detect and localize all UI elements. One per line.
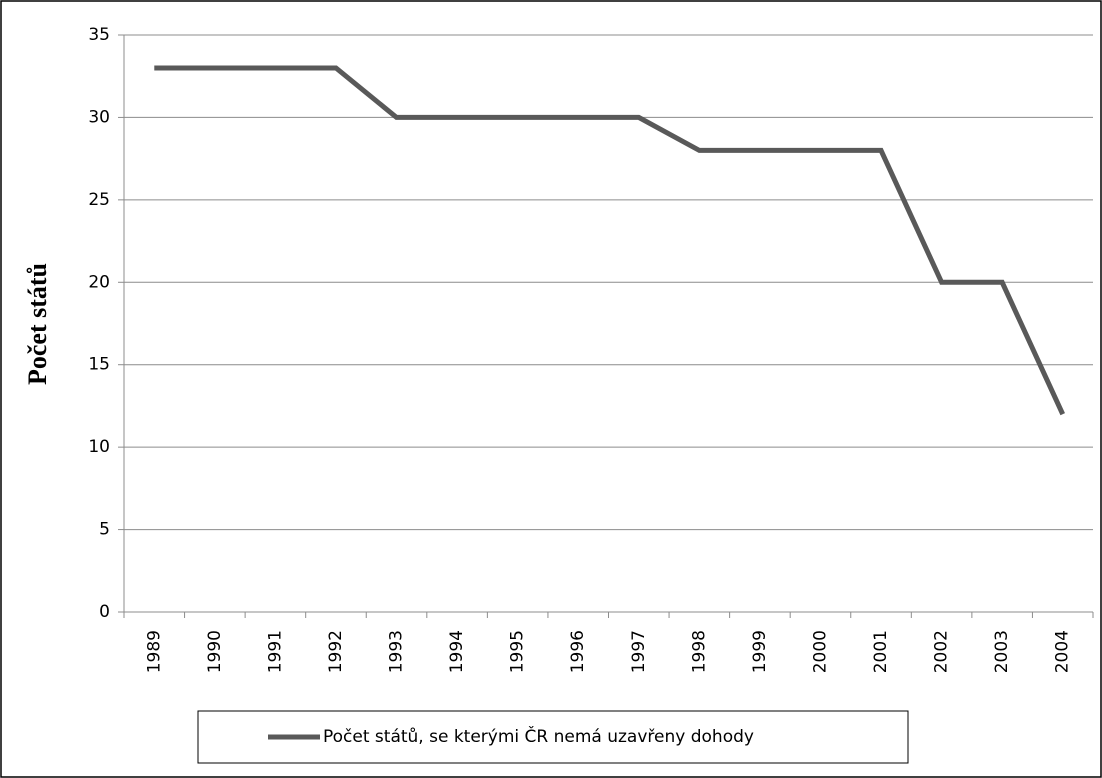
x-tick-label: 2002 <box>932 630 952 673</box>
x-tick-label: 1989 <box>144 630 164 673</box>
y-tick-label: 35 <box>88 25 110 45</box>
x-tick-label: 1997 <box>629 630 649 673</box>
x-tick-label: 1993 <box>387 630 407 673</box>
x-tick-label: 1990 <box>205 630 225 673</box>
x-tick-label: 1994 <box>447 630 467 673</box>
y-tick-label: 25 <box>88 190 110 210</box>
y-tick-label: 20 <box>88 272 110 292</box>
y-tick-label: 30 <box>88 107 110 127</box>
y-tick-label: 5 <box>99 520 110 540</box>
y-tick-label: 10 <box>88 437 110 457</box>
x-tick-label: 2003 <box>992 630 1012 673</box>
x-tick-label: 1995 <box>508 630 528 673</box>
y-tick-label: 15 <box>88 355 110 375</box>
y-tick-label: 0 <box>99 602 110 622</box>
x-tick-label: 2001 <box>871 630 891 673</box>
x-tick-label: 1996 <box>568 630 588 673</box>
x-tick-label: 1992 <box>326 630 346 673</box>
line-series <box>154 65 1065 416</box>
x-tick-label: 2004 <box>1053 630 1073 673</box>
x-tick-label: 2000 <box>810 630 830 673</box>
y-axis-label: Počet států <box>23 263 52 385</box>
x-tick-label: 1998 <box>689 630 709 673</box>
x-tick-label: 1991 <box>265 630 285 673</box>
x-tick-label: 1999 <box>750 630 770 673</box>
legend-label: Počet států, se kterými ČR nemá uzavřeny… <box>323 725 754 747</box>
